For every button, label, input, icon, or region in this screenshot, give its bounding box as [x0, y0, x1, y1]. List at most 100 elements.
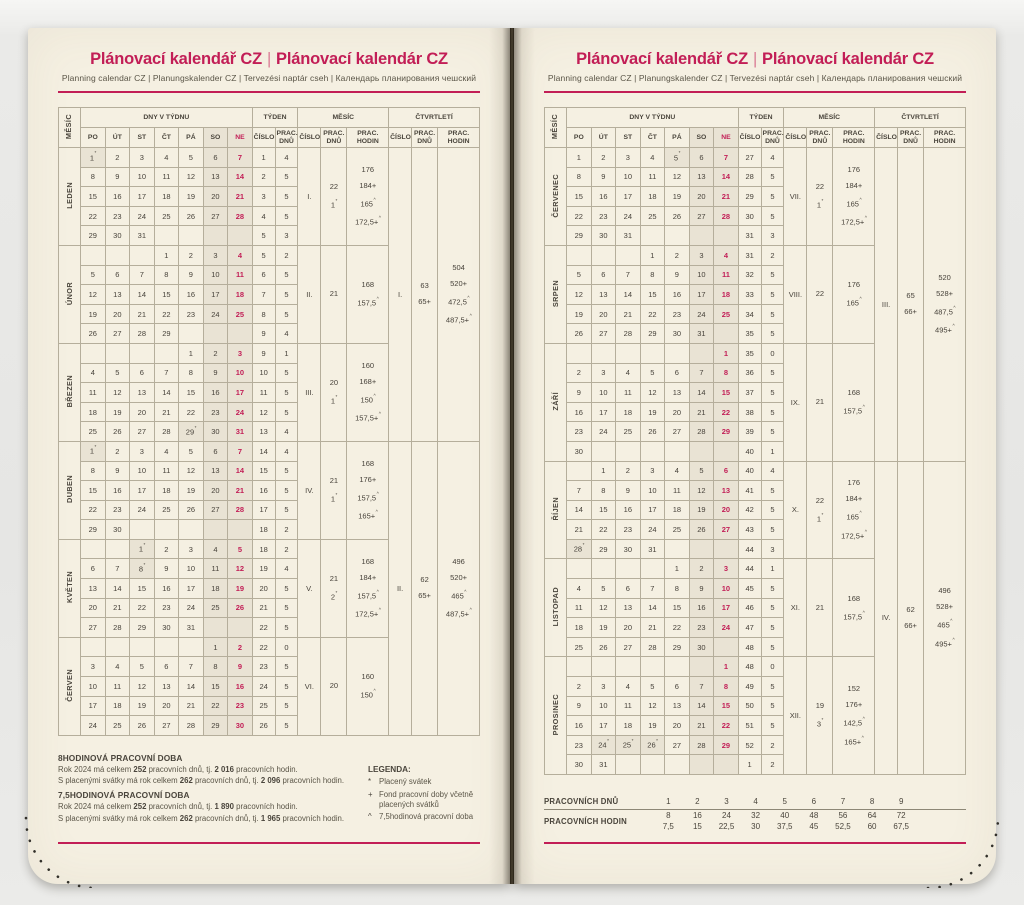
month-name-cell: ÚNOR [57, 244, 82, 344]
week-workdays-cell: 5 [760, 597, 785, 619]
day-cell: 9 [178, 264, 204, 286]
week-number-cell: 42 [737, 499, 762, 521]
workhours-75-value: 52,5 [835, 822, 851, 831]
day-cell: 1 [566, 147, 592, 168]
day-cell: 10 [639, 480, 666, 501]
day-cell: 11 [153, 460, 180, 482]
day-name-header: NE [227, 127, 253, 148]
group-header-row: MĚSÍC DNY V TÝDNU TÝDEN MĚSÍC ČTVRTLETÍ [57, 107, 480, 148]
month-workhours-header: PRAC. HODIN [832, 127, 876, 148]
day-cell: 7 [104, 558, 131, 580]
day-cell [566, 460, 592, 482]
day-cell: 24 [688, 303, 715, 325]
day-cell: 4 [104, 656, 131, 678]
week-number-cell: 48 [737, 636, 762, 658]
day-cell: 24 [129, 205, 155, 227]
week-number-cell: 40 [737, 440, 762, 462]
day-cell: 27 [80, 617, 106, 638]
month-workdays-cell: 21 [806, 558, 834, 658]
day-cell [227, 225, 253, 246]
day-cell: 9 [664, 264, 690, 286]
day-cell: 24 [202, 303, 229, 325]
day-cell: 26 [80, 323, 106, 344]
week-number-cell: 12 [251, 401, 276, 423]
day-cell: 17 [178, 578, 204, 599]
group-header-row: MĚSÍC DNY V TÝDNU TÝDEN MĚSÍC ČTVRTLETÍ [543, 107, 966, 148]
day-cell: 3 [129, 147, 155, 168]
day-cell: 5 [178, 440, 204, 462]
week-row: 25 26 27 28 29 30 48 5 [545, 636, 966, 658]
day-cell: 7 [639, 578, 666, 599]
day-cell: 25 [153, 205, 180, 227]
day-cell: 7 [129, 264, 155, 286]
day-cell [688, 656, 715, 678]
week-row: PROSINEC 1 48 0 XII. 19 3* 152 176+ 142,5^ 165+^ [543, 656, 966, 775]
right-calendar-table: MĚSÍC DNY V TÝDNU TÝDEN MĚSÍC ČTVRTLETÍ PO ÚT S… [543, 107, 966, 775]
day-cell: 6 [104, 264, 131, 286]
day-cell: 26 [590, 636, 617, 658]
quarter-group-header: ČTVRTLETÍ [388, 107, 480, 128]
day-cell: 11 [639, 166, 666, 188]
day-cell: 23 [178, 303, 204, 325]
day-cell: 30 [202, 421, 229, 442]
week-workdays-cell: 2 [274, 519, 299, 540]
week-number-cell: 7 [251, 284, 276, 305]
day-cell: 12 [178, 166, 204, 188]
workdays-value: 2 [682, 796, 712, 810]
day-cell: 7 [566, 480, 592, 501]
week-group-header: TÝDEN [737, 107, 785, 128]
day-cell: 7 [227, 440, 253, 462]
day-cell: 2 [566, 676, 592, 697]
legend-text: 7,5hodinová pracovní doba [379, 811, 474, 821]
day-cell: 29 [566, 225, 592, 246]
legend-symbol: ^ [368, 811, 372, 821]
day-cell [129, 519, 155, 540]
week-workdays-cell: 5 [274, 166, 299, 188]
week-number-cell: 37 [737, 382, 762, 403]
day-cell: 21 [129, 303, 155, 325]
week-number-cell: 19 [251, 558, 276, 580]
day-cell [639, 754, 666, 775]
month-workdays-cell: 22 1* [320, 147, 348, 246]
day-cell: 5 [104, 362, 131, 384]
day-cell: 31 [129, 225, 155, 246]
footer-rule [58, 842, 480, 844]
month-name-cell: ZÁŘÍ [543, 342, 568, 462]
week-workdays-cell: 5 [274, 284, 299, 305]
day-cell: 6 [615, 578, 641, 599]
week-number-cell: 28 [737, 166, 762, 188]
day-cell: 17 [590, 401, 617, 423]
month-workhours-cell: 168 184+ 157,5^ 172,5+^ [346, 538, 390, 638]
quarter-workhours-cell: 504 520+ 472,5^ 487,5+^ [437, 147, 480, 442]
sub-header-row: PO ÚT ST ČT PÁ SO NE ČÍSLO PRAC. DNŮ ČÍSLO PRAC. DNŮ… [545, 127, 966, 148]
day-cell: 21 [227, 480, 253, 501]
day-cell: 29 [713, 421, 739, 442]
month-name-cell: ŘÍJEN [543, 460, 568, 560]
workhours-8-row: PRACOVNÍCH HODIN 8 16 24 32 40 48 56 64 72 [544, 810, 966, 826]
day-cell: 4 [615, 676, 641, 697]
legend-title: LEGENDA: [368, 764, 411, 774]
day-cell: 22 [80, 499, 106, 521]
day-cell: 30 [566, 754, 592, 775]
week-workdays-cell: 5 [274, 264, 299, 286]
legend: LEGENDA: * Placený svátek + Fond pracovní d… [368, 765, 480, 824]
day-cell: 1 [664, 558, 690, 580]
day-cell [639, 558, 666, 580]
day-cell: 21 [178, 695, 204, 717]
quarter-workhours-cell: 520 528+ 487,5^ 495+^ [923, 147, 966, 462]
day-cell: 20 [202, 480, 229, 501]
day-cell [713, 538, 739, 560]
week-row: 10 11 12 13 14 15 16 24 5 [59, 676, 480, 697]
week-number-cell: 10 [251, 362, 276, 384]
month-workhours-cell: 176 184+ 165^ 172,5+^ [346, 147, 390, 246]
day-cell: 2 [590, 147, 617, 168]
day-cell: 16 [104, 480, 131, 501]
day-cell [129, 244, 155, 266]
day-cell: 2 [153, 538, 180, 560]
day-cell [104, 636, 131, 658]
day-cell: 12 [104, 382, 131, 403]
week-number-cell: 39 [737, 421, 762, 442]
day-cell: 30 [153, 617, 180, 638]
day-cell [202, 225, 229, 246]
week-number-cell: 9 [251, 342, 276, 364]
